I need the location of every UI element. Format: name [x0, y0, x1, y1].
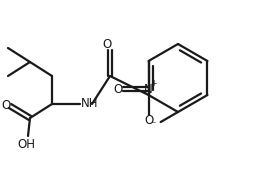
Text: O: O [102, 38, 112, 51]
Text: OH: OH [17, 137, 35, 151]
Text: NH: NH [81, 97, 99, 110]
Text: O: O [144, 114, 153, 127]
Text: N: N [144, 83, 153, 95]
Text: O: O [113, 83, 122, 95]
Text: O: O [1, 98, 11, 112]
Text: +: + [150, 78, 157, 88]
Text: ⁻: ⁻ [151, 120, 156, 130]
